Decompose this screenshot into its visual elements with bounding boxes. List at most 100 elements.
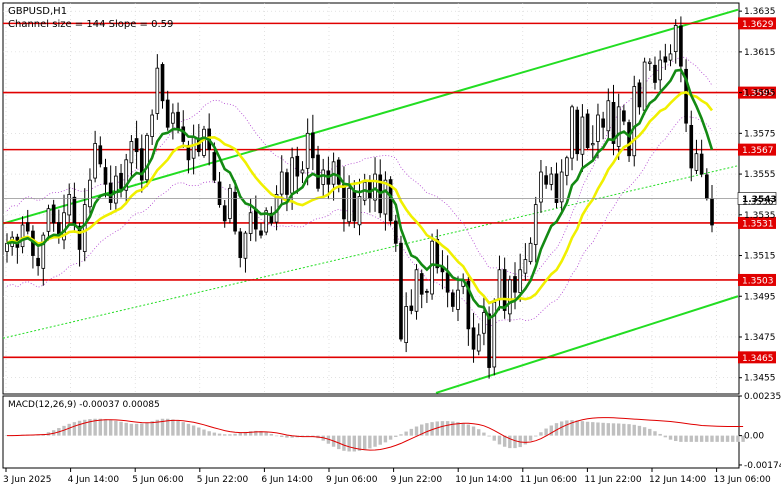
time-axis: 3 Jun 2025 4 Jun 14:00 5 Jun 06:00 5 Jun 22… — [3, 468, 771, 485]
macd-histogram-bar — [435, 421, 439, 436]
macd-histogram-bar — [710, 435, 714, 442]
chart-subtitle: Channel size = 144 Slope = 0.59 — [8, 19, 173, 30]
macd-histogram-bar — [668, 435, 673, 440]
level-price-tag — [738, 273, 776, 286]
candle — [129, 135, 134, 178]
candle-body — [704, 174, 709, 199]
macd-histogram-bar — [347, 435, 351, 452]
macd-histogram-bar — [414, 426, 419, 436]
x-tick-label: 9 Jun 22:00 — [391, 475, 443, 485]
macd-histogram-bar — [601, 422, 605, 436]
candle — [150, 109, 154, 145]
candle-body — [191, 137, 196, 159]
candle-body — [409, 305, 414, 311]
x-tick-label: 6 Jun 14:00 — [261, 475, 313, 485]
candle — [171, 103, 175, 140]
candle — [160, 62, 165, 109]
candle-body — [228, 187, 232, 219]
macd-histogram-bar — [544, 428, 548, 436]
candle — [264, 207, 269, 236]
candle — [533, 196, 538, 263]
candle-body — [305, 132, 310, 169]
candle-body — [419, 273, 424, 295]
macd-histogram-bar — [62, 425, 66, 436]
macd-histogram-bar — [627, 424, 631, 436]
price-axis: 1.36351.36151.35951.35751.35551.35351.35… — [3, 7, 777, 384]
candle-body — [253, 208, 258, 230]
candle — [565, 155, 569, 186]
candle-body — [145, 134, 149, 181]
candle — [321, 158, 326, 198]
macd-histogram-bar — [145, 422, 149, 436]
secondary-price-label: 1.3536 — [742, 198, 774, 208]
candle — [67, 183, 72, 223]
macd-histogram-bar — [388, 435, 393, 440]
macd-histogram-bar — [409, 428, 414, 436]
macd-histogram-bar — [705, 435, 709, 442]
candle — [642, 57, 647, 115]
macd-histogram-bar — [451, 421, 455, 436]
candle-body — [425, 290, 429, 293]
macd-histogram-bar — [305, 435, 310, 437]
macd-histogram-bar — [508, 435, 512, 449]
candle — [647, 58, 652, 71]
candle-body — [601, 118, 605, 128]
candle-body — [269, 212, 274, 224]
candle-body — [596, 114, 600, 142]
candle-body — [616, 106, 621, 147]
macd-histogram-bar — [606, 423, 611, 436]
candle — [663, 43, 668, 70]
macd-histogram-bar — [352, 435, 357, 452]
candle — [684, 59, 688, 133]
candle — [616, 93, 621, 160]
candle-body — [642, 61, 647, 111]
macd-histogram-bar — [642, 427, 647, 436]
macd-histogram-bar — [186, 423, 191, 436]
candle-body — [222, 205, 227, 222]
macd-histogram-bar — [264, 432, 268, 436]
macd-histogram-bar — [596, 422, 600, 436]
candle-body — [549, 173, 554, 185]
candle-body — [98, 145, 103, 165]
macd-histogram-bar — [580, 421, 585, 436]
lower-envelope — [6, 115, 713, 328]
macd-histogram-bar — [523, 435, 528, 445]
candle — [357, 178, 362, 236]
candle — [585, 109, 590, 150]
macd-histogram-bar — [399, 434, 403, 436]
y-tick-label: 1.3595 — [744, 89, 776, 99]
candle-body — [212, 152, 217, 181]
candle — [114, 165, 118, 213]
y-tick-label: 1.3555 — [744, 170, 776, 180]
candle-body — [82, 204, 87, 252]
macd-histogram-bar — [534, 435, 538, 437]
candle-body — [679, 25, 683, 67]
candle — [409, 289, 414, 315]
candle-body — [393, 220, 398, 244]
candle-body — [217, 181, 222, 206]
level-price-tag — [738, 143, 776, 156]
candle — [689, 110, 694, 182]
level-price-label: 1.3531 — [742, 219, 774, 229]
candle-body — [544, 175, 548, 185]
candle-body — [51, 204, 56, 224]
level-price-label: 1.3465 — [742, 354, 774, 364]
candle-body — [352, 190, 357, 222]
candle-body — [316, 154, 320, 189]
level-price-tag — [738, 351, 776, 364]
candle-body — [119, 172, 123, 189]
candle-body — [264, 210, 269, 233]
slow-moving-average — [6, 90, 714, 305]
candle — [523, 243, 528, 281]
candle-body — [399, 242, 403, 340]
candle-body — [414, 269, 419, 312]
macd-histogram-bar — [103, 419, 108, 436]
macd-histogram-bar — [741, 435, 745, 442]
candle-body — [311, 132, 315, 159]
macd-histogram-bar — [259, 431, 263, 436]
macd-histogram-bar — [176, 420, 180, 436]
candle — [549, 166, 554, 191]
candle-body — [77, 225, 82, 250]
candle — [399, 235, 403, 342]
macd-histogram-bar — [461, 423, 465, 436]
